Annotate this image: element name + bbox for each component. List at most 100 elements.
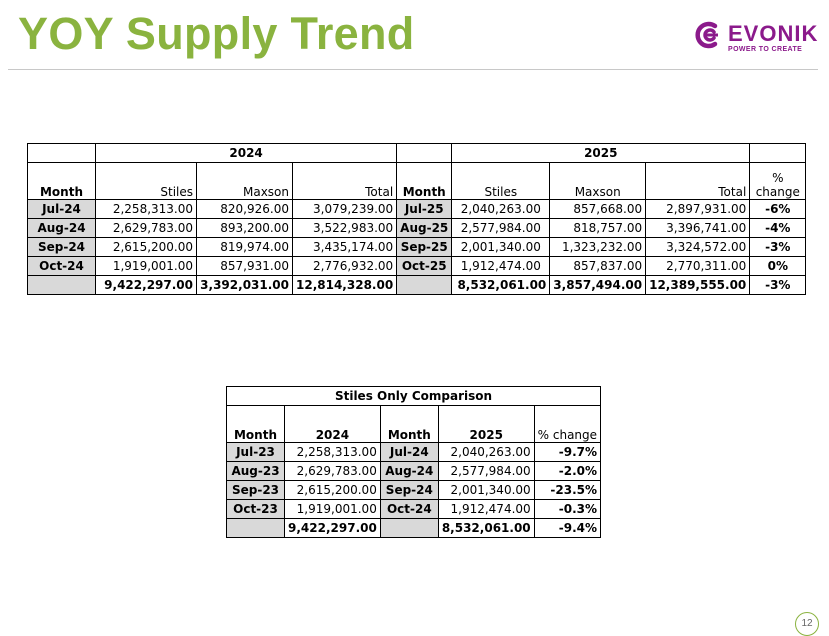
column-header: Stiles (451, 162, 551, 200)
table-row: Oct-23 1,919,001.00 Oct-24 1,912,474.00 … (226, 499, 602, 519)
value-cell: 2,776,932.00 (291, 256, 398, 276)
change-cell: 0% (749, 256, 807, 276)
month-cell: Aug-25 (396, 218, 453, 238)
month-cell: Sep-24 (379, 480, 439, 500)
totals-row: 9,422,297.00 8,532,061.00 -9.4% (226, 518, 602, 538)
year-2024-header: 2024 (94, 143, 398, 163)
value-cell: 2,629,783.00 (284, 461, 381, 481)
month-cell: Sep-24 (27, 237, 96, 257)
month-cell: Jul-23 (226, 442, 285, 462)
month-cell: Sep-25 (396, 237, 453, 257)
value-cell: 893,200.00 (196, 218, 293, 238)
column-header-row: Month Stiles Maxson Total Month Stiles M… (27, 162, 807, 200)
total-cell: 12,814,328.00 (291, 275, 398, 295)
table-row: Sep-24 2,615,200.00 819,974.00 3,435,174… (27, 237, 807, 257)
change-cell: -3% (749, 237, 807, 257)
logo-wordmark: EVONIK (728, 21, 819, 46)
total-cell: 8,532,061.00 (437, 518, 535, 538)
month-cell: Oct-24 (27, 256, 96, 276)
change-cell: -3% (749, 275, 807, 295)
value-cell: 3,435,174.00 (291, 237, 398, 257)
year-2025-header: 2025 (451, 143, 751, 163)
value-cell: 2,040,263.00 (437, 442, 535, 462)
logo-tagline: POWER TO CREATE (728, 46, 803, 53)
totals-row: 9,422,297.00 3,392,031.00 12,814,328.00 … (27, 275, 807, 295)
column-header: % change (533, 405, 602, 443)
value-cell: 2,629,783.00 (95, 218, 197, 238)
value-cell: 2,577,984.00 (451, 218, 551, 238)
change-cell: -0.3% (533, 499, 602, 519)
column-header: Stiles (95, 162, 197, 200)
value-cell: 857,931.00 (196, 256, 293, 276)
change-cell: -6% (749, 199, 807, 219)
value-cell: 1,919,001.00 (95, 256, 197, 276)
table-row: Oct-24 1,919,001.00 857,931.00 2,776,932… (27, 256, 807, 276)
value-cell: 2,258,313.00 (95, 199, 197, 219)
value-cell: 1,919,001.00 (284, 499, 381, 519)
column-header: Maxson (549, 162, 647, 200)
month-cell: Sep-23 (226, 480, 285, 500)
column-header: Month (226, 405, 285, 443)
month-cell: Aug-24 (27, 218, 96, 238)
value-cell: 819,974.00 (196, 237, 293, 257)
stiles-table-title: Stiles Only Comparison (225, 386, 602, 406)
change-cell: -23.5% (533, 480, 602, 500)
slide-title: YOY Supply Trend (18, 8, 415, 59)
month-cell: Jul-25 (396, 199, 453, 219)
stiles-comparison-table: Stiles Only Comparison Month 2024 Month … (225, 386, 602, 538)
value-cell: 2,615,200.00 (284, 480, 381, 500)
value-cell: 3,522,983.00 (291, 218, 398, 238)
table-row: Sep-23 2,615,200.00 Sep-24 2,001,340.00 … (226, 480, 602, 500)
change-cell: -4% (749, 218, 807, 238)
value-cell: 1,323,232.00 (549, 237, 647, 257)
column-header: Month (379, 405, 439, 443)
title-divider (8, 69, 818, 70)
total-cell: 9,422,297.00 (95, 275, 197, 295)
month-cell: Jul-24 (379, 442, 439, 462)
value-cell: 818,757.00 (549, 218, 647, 238)
evonik-logo: EVONIK POWER TO CREATE (690, 20, 818, 56)
total-cell: 3,392,031.00 (196, 275, 293, 295)
column-header: Maxson (196, 162, 293, 200)
column-header: 2024 (284, 405, 381, 443)
value-cell: 2,897,931.00 (645, 199, 751, 219)
value-cell: 3,324,572.00 (645, 237, 751, 257)
month-cell: Jul-24 (27, 199, 96, 219)
column-header: 2025 (437, 405, 535, 443)
column-header: Month (27, 162, 96, 200)
value-cell: 2,615,200.00 (95, 237, 197, 257)
change-cell: -9.7% (533, 442, 602, 462)
supply-table: 2024 2025 Month Stiles Maxson Total Mont… (27, 143, 807, 295)
column-header-row: Month 2024 Month 2025 % change (226, 405, 602, 443)
column-header: Month (396, 162, 453, 200)
value-cell: 1,912,474.00 (451, 256, 551, 276)
value-cell: 2,040,263.00 (451, 199, 551, 219)
value-cell: 857,668.00 (549, 199, 647, 219)
column-header: Total (291, 162, 398, 200)
value-cell: 1,912,474.00 (437, 499, 535, 519)
change-cell: -9.4% (533, 518, 602, 538)
page-number: 12 (795, 612, 819, 636)
month-cell: Aug-23 (226, 461, 285, 481)
value-cell: 2,577,984.00 (437, 461, 535, 481)
value-cell: 857,837.00 (549, 256, 647, 276)
total-cell: 3,857,494.00 (549, 275, 647, 295)
table-row: Jul-24 2,258,313.00 820,926.00 3,079,239… (27, 199, 807, 219)
value-cell: 3,079,239.00 (291, 199, 398, 219)
year-header-row: 2024 2025 (27, 143, 807, 163)
value-cell: 820,926.00 (196, 199, 293, 219)
total-cell: 9,422,297.00 (284, 518, 381, 538)
evonik-swirl-icon (695, 21, 718, 49)
month-cell: Aug-24 (379, 461, 439, 481)
value-cell: 2,770,311.00 (645, 256, 751, 276)
table-row: Aug-24 2,629,783.00 893,200.00 3,522,983… (27, 218, 807, 238)
total-cell: 8,532,061.00 (451, 275, 551, 295)
value-cell: 2,001,340.00 (437, 480, 535, 500)
value-cell: 2,258,313.00 (284, 442, 381, 462)
table-row: Aug-23 2,629,783.00 Aug-24 2,577,984.00 … (226, 461, 602, 481)
month-cell: Oct-24 (379, 499, 439, 519)
change-cell: -2.0% (533, 461, 602, 481)
month-cell: Oct-23 (226, 499, 285, 519)
column-header: Total (645, 162, 751, 200)
column-header: % change (749, 162, 807, 200)
